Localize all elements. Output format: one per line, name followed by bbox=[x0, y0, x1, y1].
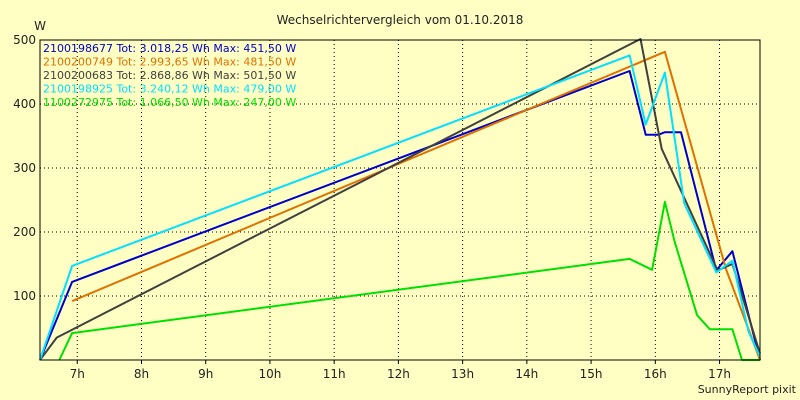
x-tick-label: 11h bbox=[323, 367, 346, 381]
y-tick-label: 400 bbox=[13, 97, 36, 111]
x-tick-label: 7h bbox=[70, 367, 85, 381]
grid-layer bbox=[40, 40, 760, 360]
x-tick-label: 15h bbox=[580, 367, 603, 381]
x-tick-label: 12h bbox=[387, 367, 410, 381]
series-line-2100198925 bbox=[39, 54, 761, 361]
footer-credit: SunnyReport pixit bbox=[698, 383, 797, 396]
legend-item-2100200683: 2100200683 Tot: 2.868,86 Wh Max: 501,50 … bbox=[43, 69, 296, 82]
y-tick-label: 100 bbox=[13, 289, 36, 303]
x-tick-label: 17h bbox=[708, 367, 731, 381]
plot-frame bbox=[39, 39, 761, 361]
series-line-1100272975 bbox=[58, 200, 760, 361]
x-tick-label: 10h bbox=[259, 367, 282, 381]
legend: 2100198677 Tot: 3.018,25 Wh Max: 451,50 … bbox=[43, 42, 296, 109]
axis-layer: 100 200 300 400 500 7h 8h 9h 10h 11h 12h 13h 14h 15h 1… bbox=[13, 33, 731, 381]
x-tick-label: 13h bbox=[451, 367, 474, 381]
x-tick-label: 14h bbox=[515, 367, 538, 381]
y-tick-label: 300 bbox=[13, 161, 36, 175]
x-tick-label: 8h bbox=[134, 367, 149, 381]
legend-item-1100272975: 1100272975 Tot: 1.066,50 Wh Max: 247,00 … bbox=[43, 96, 296, 109]
series-layer bbox=[39, 38, 761, 361]
series-line-2100200749 bbox=[71, 50, 761, 361]
legend-item-2100200749: 2100200749 Tot: 2.993,65 Wh Max: 481,50 … bbox=[43, 56, 296, 69]
chart-title: Wechselrichtervergleich vom 01.10.2018 bbox=[277, 13, 524, 27]
x-tick-label: 9h bbox=[198, 367, 213, 381]
y-tick-label: 200 bbox=[13, 225, 36, 239]
legend-item-2100198677: 2100198677 Tot: 3.018,25 Wh Max: 451,50 … bbox=[43, 42, 296, 55]
y-axis-label: W bbox=[34, 19, 46, 33]
x-tick-label: 16h bbox=[644, 367, 667, 381]
legend-item-2100198925: 2100198925 Tot: 3.240,12 Wh Max: 479,00 … bbox=[43, 83, 296, 96]
y-tick-label: 500 bbox=[13, 33, 36, 47]
